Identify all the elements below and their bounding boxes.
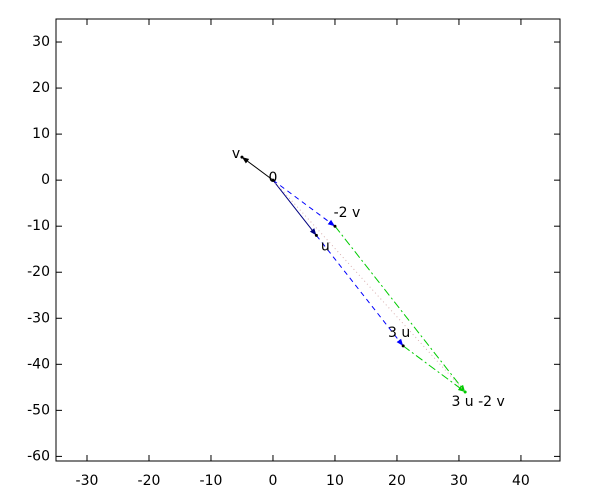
vector-line — [402, 345, 466, 393]
x-tick-label: 0 — [269, 473, 278, 489]
point-label: v — [232, 146, 240, 162]
point — [463, 390, 467, 394]
x-tick-label: 20 — [388, 473, 406, 489]
x-tick-label: 10 — [326, 473, 344, 489]
y-tick-label: -20 — [27, 264, 50, 280]
vector-line — [272, 179, 336, 227]
x-tick-label: -10 — [200, 473, 223, 489]
y-tick-label: -10 — [27, 218, 50, 234]
plot-frame — [55, 18, 561, 462]
x-tick-label: -20 — [138, 473, 161, 489]
point-label: 3 u — [388, 325, 410, 341]
point-label: 0 — [269, 170, 278, 186]
point — [314, 233, 318, 237]
y-tick-label: -40 — [27, 356, 50, 372]
vector-line — [241, 156, 274, 181]
point-label: 3 u -2 v — [451, 394, 504, 410]
y-tick-label: -30 — [27, 310, 50, 326]
point — [401, 344, 405, 348]
x-tick-label: 40 — [512, 473, 530, 489]
vector-line — [334, 225, 466, 393]
vector-line — [315, 235, 404, 347]
vector-line — [272, 179, 317, 236]
y-tick-label: 10 — [32, 126, 50, 142]
y-tick-label: -60 — [27, 448, 50, 464]
x-tick-label: 30 — [450, 473, 468, 489]
y-tick-label: 20 — [32, 80, 50, 96]
y-tick-label: -50 — [27, 402, 50, 418]
x-tick-label: -30 — [76, 473, 99, 489]
point-label: u — [321, 238, 330, 254]
y-tick-label: 30 — [32, 34, 50, 50]
vector-line — [272, 179, 466, 393]
point — [240, 155, 244, 159]
point-label: -2 v — [334, 205, 361, 221]
y-tick-label: 0 — [41, 172, 50, 188]
point — [271, 178, 275, 182]
point — [333, 224, 337, 228]
